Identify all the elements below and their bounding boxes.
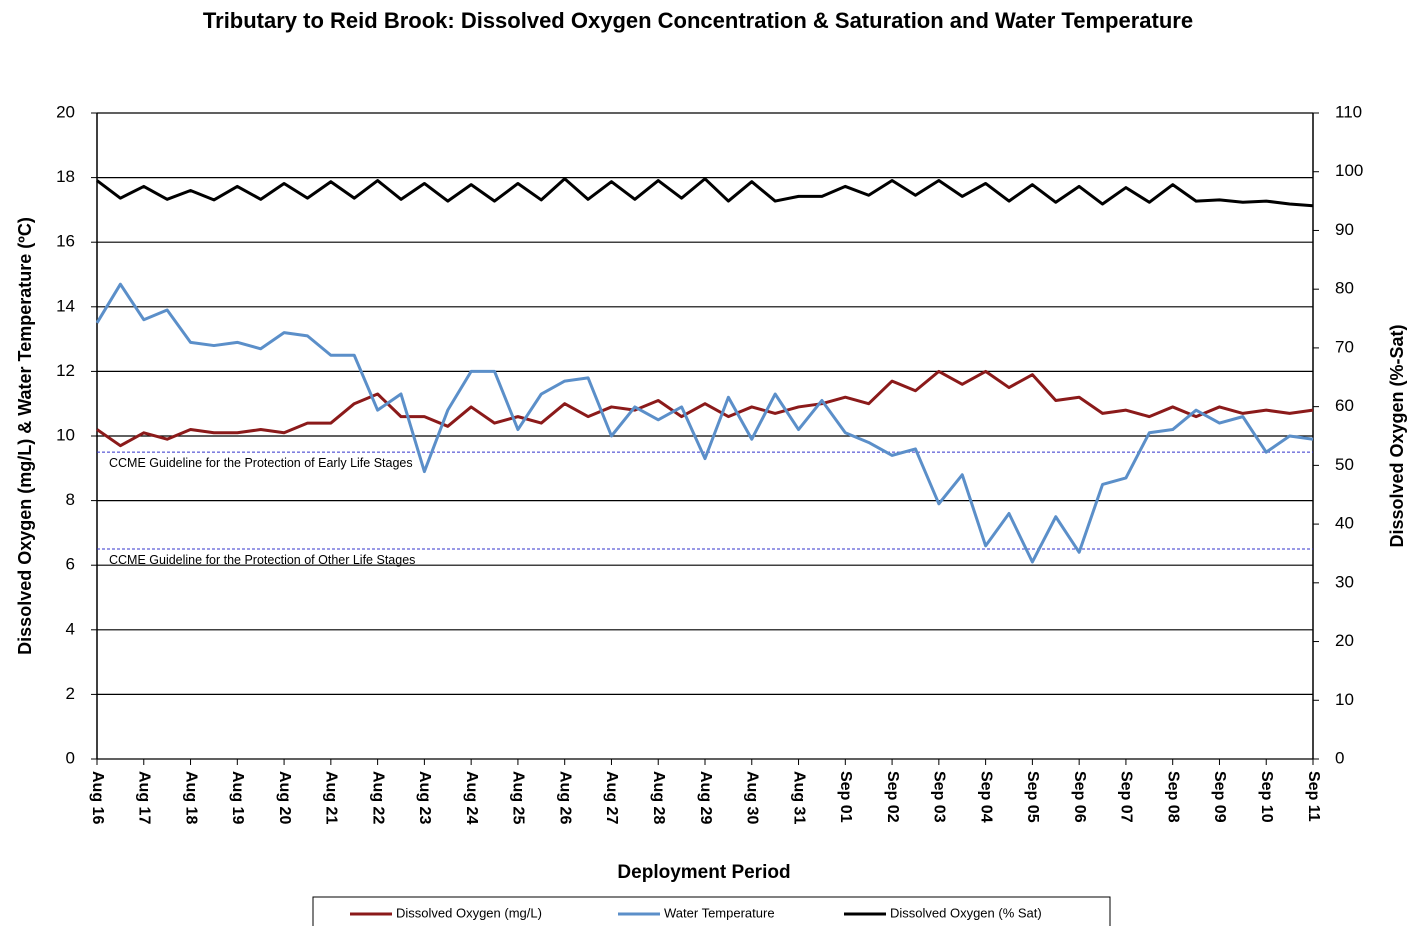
y2-tick-label: 70 <box>1335 337 1354 356</box>
y-tick-label: 6 <box>66 555 75 574</box>
y-tick-label: 16 <box>56 232 75 251</box>
x-tick-label: Aug 17 <box>136 771 153 824</box>
x-tick-label: Aug 28 <box>650 771 667 824</box>
x-tick-label: Sep 01 <box>837 771 854 823</box>
x-tick-label: Aug 25 <box>510 771 527 824</box>
x-tick-label: Sep 08 <box>1164 771 1181 823</box>
y2-tick-label: 0 <box>1335 748 1344 767</box>
x-tick-label: Aug 22 <box>369 771 386 824</box>
guideline-label: CCME Guideline for the Protection of Ear… <box>109 456 413 470</box>
y-tick-label: 12 <box>56 361 75 380</box>
x-tick-label: Aug 30 <box>744 771 761 824</box>
y-tick-label: 18 <box>56 167 75 186</box>
x-tick-label: Sep 02 <box>884 771 901 823</box>
x-tick-label: Aug 26 <box>556 771 573 824</box>
y2-tick-label: 90 <box>1335 220 1354 239</box>
x-tick-label: Aug 23 <box>416 771 433 824</box>
y2-tick-label: 30 <box>1335 572 1354 591</box>
y2-tick-label: 10 <box>1335 690 1354 709</box>
legend-label: Dissolved Oxygen (mg/L) <box>396 905 542 920</box>
y-tick-label: 10 <box>56 425 75 444</box>
x-tick-label: Sep 05 <box>1024 771 1041 823</box>
data-line <box>95 282 1314 564</box>
legend-label: Water Temperature <box>664 905 775 920</box>
x-tick-label: Sep 07 <box>1118 771 1135 823</box>
data-line <box>96 177 1314 208</box>
x-tick-label: Aug 20 <box>276 771 293 824</box>
x-tick-label: Aug 19 <box>229 771 246 824</box>
chart-title: Tributary to Reid Brook: Dissolved Oxyge… <box>202 8 1194 33</box>
y2-tick-label: 40 <box>1335 514 1354 533</box>
x-tick-label: Aug 31 <box>790 771 807 824</box>
guideline-label: CCME Guideline for the Protection of Oth… <box>109 553 415 567</box>
y2-tick-label: 100 <box>1335 161 1363 180</box>
y-tick-label: 0 <box>66 748 75 767</box>
y-tick-label: 4 <box>66 619 75 638</box>
legend-box <box>312 896 1111 926</box>
y-tick-label: 14 <box>56 296 75 315</box>
x-tick-label: Aug 16 <box>89 771 106 824</box>
x-tick-label: Sep 11 <box>1305 771 1322 822</box>
data-line <box>96 369 1314 448</box>
y-axis-label: Dissolved Oxygen (mg/L) & Water Temperat… <box>15 217 35 655</box>
x-axis-label: Deployment Period <box>617 862 790 883</box>
y2-tick-label: 60 <box>1335 396 1354 415</box>
x-tick-label: Sep 10 <box>1258 771 1275 823</box>
legend-label: Dissolved Oxygen (% Sat) <box>890 905 1042 920</box>
y2-tick-label: 50 <box>1335 455 1354 474</box>
y2-tick-label: 110 <box>1335 102 1362 121</box>
y2-tick-label: 20 <box>1335 631 1354 650</box>
x-tick-label: Sep 09 <box>1211 771 1228 823</box>
y-tick-label: 8 <box>66 490 75 509</box>
y2-axis-label: Dissolved Oxygen (%-Sat) <box>1387 324 1407 547</box>
x-tick-label: Sep 06 <box>1071 771 1088 823</box>
x-tick-label: Aug 18 <box>182 771 199 824</box>
x-tick-label: Aug 24 <box>463 771 480 824</box>
y2-tick-label: 80 <box>1335 279 1354 298</box>
x-tick-label: Aug 21 <box>323 771 340 824</box>
x-tick-label: Sep 04 <box>977 771 994 823</box>
y-tick-label: 2 <box>66 684 75 703</box>
x-tick-label: Aug 29 <box>697 771 714 824</box>
x-tick-label: Aug 27 <box>603 771 620 824</box>
x-tick-label: Sep 03 <box>931 771 948 823</box>
y-tick-label: 20 <box>56 102 75 121</box>
